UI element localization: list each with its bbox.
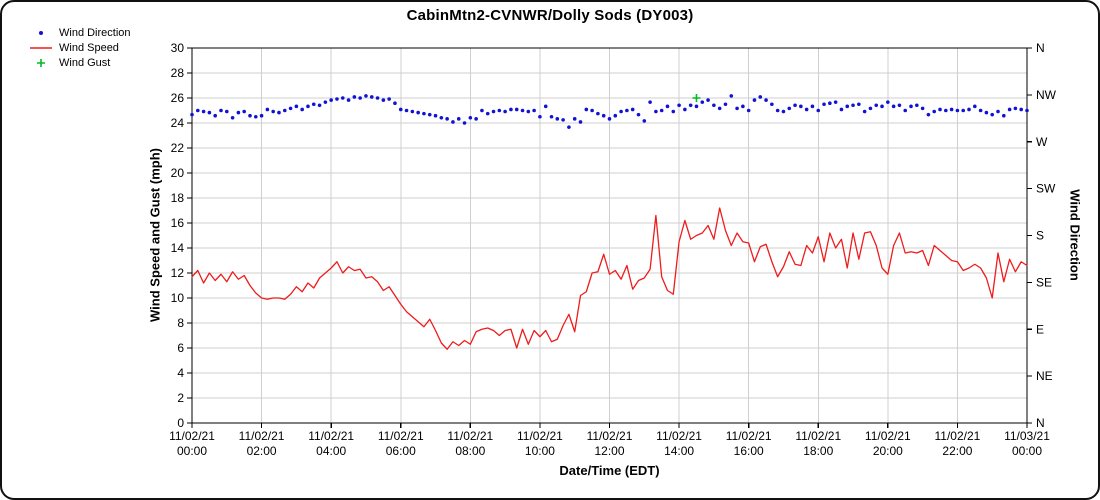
- left-tick-label: 22: [171, 141, 185, 155]
- x-tick-date: 11/02/21: [169, 429, 215, 443]
- right-tick-label: S: [1036, 229, 1044, 243]
- right-tick-label: SW: [1036, 182, 1056, 196]
- wind-gust-marker: [692, 94, 701, 102]
- x-tick-time: 00:00: [1012, 444, 1042, 458]
- legend-label-wind-speed: Wind Speed: [59, 41, 119, 54]
- x-tick-time: 12:00: [594, 444, 624, 458]
- x-tick-time: 18:00: [803, 444, 833, 458]
- x-tick-date: 11/02/21: [935, 429, 981, 443]
- left-tick-label: 6: [177, 341, 184, 355]
- wind-direction-dot-icon: [28, 27, 54, 39]
- wind-gust-plus-icon: [28, 57, 54, 69]
- x-axis-title: Date/Time (EDT): [559, 463, 660, 478]
- left-tick-label: 8: [177, 316, 184, 330]
- chart-title: CabinMtn2-CVNWR/Dolly Sods (DY003): [406, 7, 694, 24]
- right-tick-label: SE: [1036, 275, 1052, 289]
- x-tick-time: 10:00: [525, 444, 555, 458]
- left-tick-label: 2: [177, 391, 184, 405]
- x-tick-time: 20:00: [873, 444, 903, 458]
- x-tick-time: 08:00: [455, 444, 485, 458]
- left-tick-label: 20: [171, 166, 185, 180]
- wind-direction-dots: [190, 94, 1029, 129]
- x-tick-time: 14:00: [664, 444, 694, 458]
- legend-item-wind-direction: Wind Direction: [28, 25, 131, 40]
- x-tick-date: 11/02/21: [587, 429, 633, 443]
- x-tick-time: 04:00: [316, 444, 346, 458]
- x-axis: 11/02/2100:0011/02/2102:0011/02/2104:001…: [169, 423, 1050, 458]
- left-tick-label: 30: [171, 41, 185, 55]
- x-tick-time: 16:00: [734, 444, 764, 458]
- legend-label-wind-direction: Wind Direction: [59, 26, 131, 39]
- left-tick-label: 12: [171, 266, 185, 280]
- right-tick-label: NW: [1036, 88, 1057, 102]
- legend-item-wind-speed: Wind Speed: [28, 40, 131, 55]
- left-tick-label: 18: [171, 191, 185, 205]
- left-tick-label: 16: [171, 216, 185, 230]
- legend-item-wind-gust: Wind Gust: [28, 55, 131, 70]
- x-tick-date: 11/02/21: [447, 429, 493, 443]
- x-tick-time: 02:00: [247, 444, 277, 458]
- right-tick-label: N: [1036, 41, 1045, 55]
- legend: Wind Direction Wind Speed Wind Gust: [28, 25, 131, 70]
- left-tick-label: 24: [171, 116, 185, 130]
- left-tick-label: 0: [177, 416, 184, 430]
- gridlines: [192, 48, 1027, 423]
- left-tick-label: 14: [171, 241, 185, 255]
- wind-speed-line: [191, 207, 1028, 350]
- left-tick-label: 4: [177, 366, 184, 380]
- wind-speed-line-icon: [28, 42, 54, 54]
- x-tick-date: 11/02/21: [517, 429, 563, 443]
- x-tick-date: 11/02/21: [308, 429, 354, 443]
- x-tick-date: 11/02/21: [795, 429, 841, 443]
- legend-label-wind-gust: Wind Gust: [59, 56, 111, 69]
- left-tick-label: 26: [171, 91, 185, 105]
- x-tick-date: 11/02/21: [656, 429, 702, 443]
- x-tick-date: 11/02/21: [378, 429, 424, 443]
- left-tick-label: 10: [171, 291, 185, 305]
- right-tick-label: E: [1036, 322, 1044, 336]
- x-tick-date: 11/02/21: [726, 429, 772, 443]
- x-tick-date: 11/03/21: [1004, 429, 1050, 443]
- x-tick-date: 11/02/21: [239, 429, 285, 443]
- right-axis: N NW W SW S SE E NE N: [1027, 41, 1057, 430]
- left-tick-label: 28: [171, 66, 185, 80]
- right-tick-label: W: [1036, 135, 1048, 149]
- x-tick-time: 22:00: [942, 444, 972, 458]
- x-tick-time: 00:00: [177, 444, 207, 458]
- right-tick-label: N: [1036, 416, 1045, 430]
- right-tick-label: NE: [1036, 369, 1053, 383]
- x-tick-time: 06:00: [386, 444, 416, 458]
- x-tick-date: 11/02/21: [865, 429, 911, 443]
